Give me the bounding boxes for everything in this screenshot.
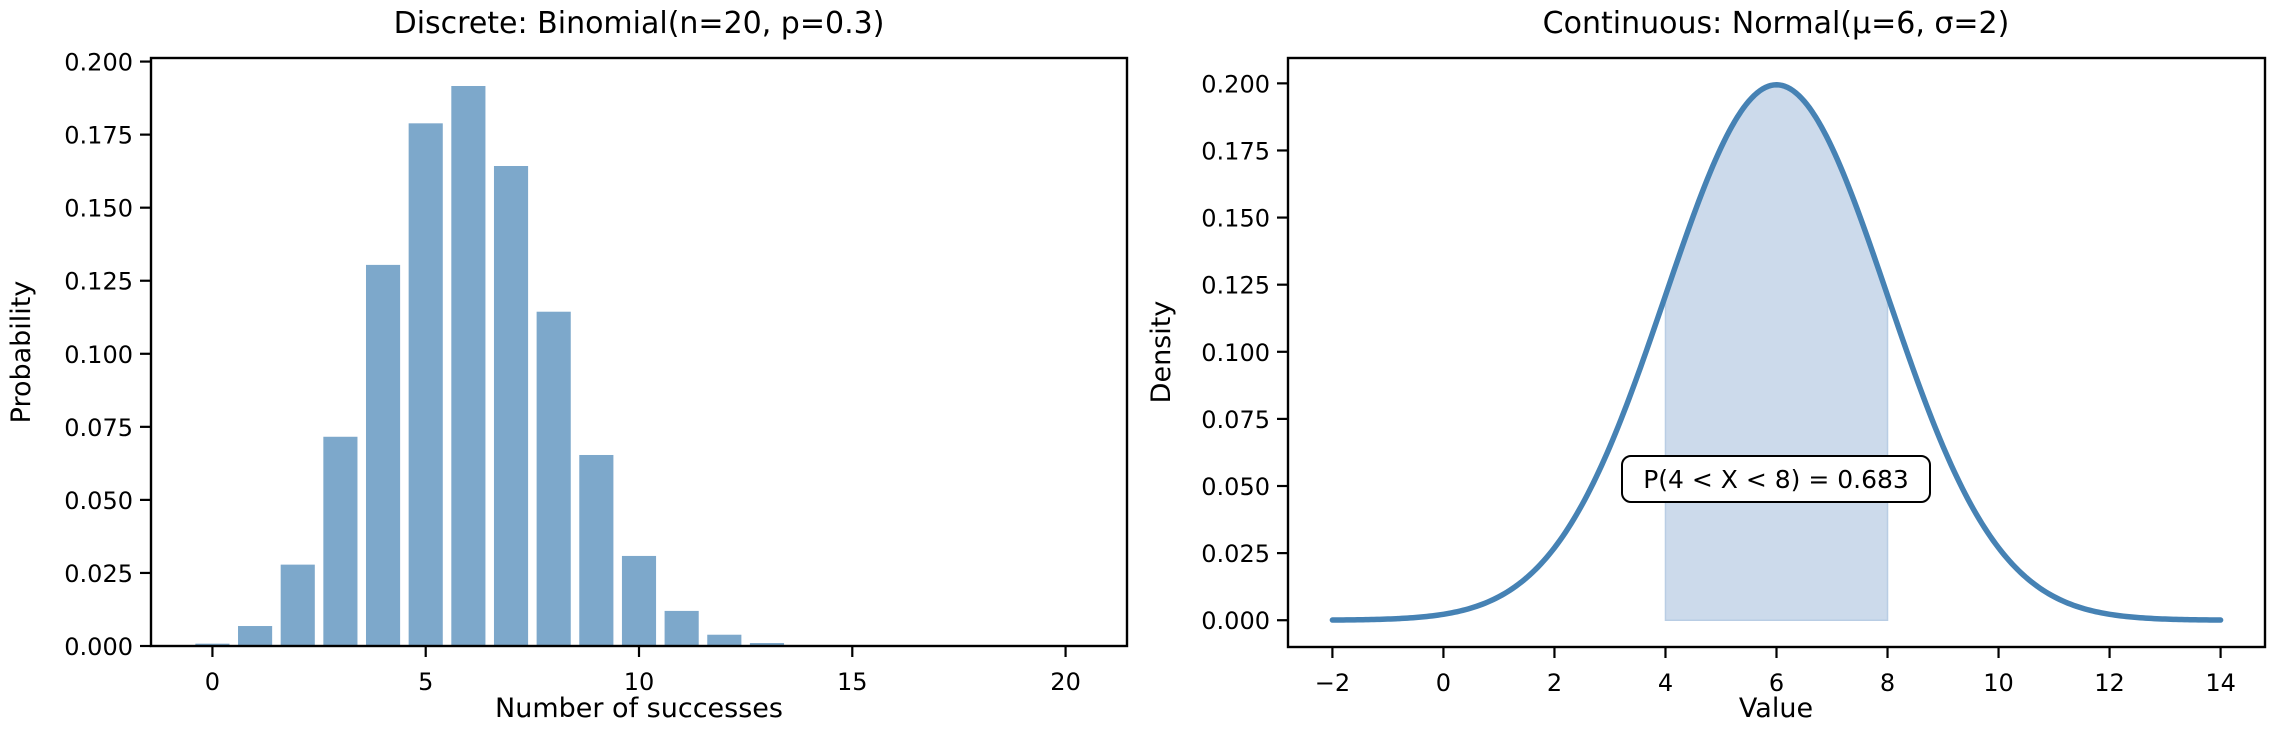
y-tick-label: 0.175 <box>1201 137 1270 165</box>
binomial-bar <box>238 626 273 646</box>
normal-xaxis-label: Value <box>1739 693 1813 724</box>
binomial-bar <box>451 86 486 646</box>
x-tick-label: 5 <box>418 668 433 696</box>
x-tick-label: 20 <box>1050 668 1081 696</box>
normal-axes-group: −2 0 2 4 6 8 10 12 14 0.000 0.025 0.050 0.075 0.100 0.… <box>1201 56 2267 697</box>
binomial-bars-group <box>195 86 913 646</box>
binomial-bar <box>408 123 443 646</box>
x-tick-label: 4 <box>1658 669 1673 697</box>
probability-annotation: P(4 < X < 8) = 0.683 <box>1621 455 1931 503</box>
binomial-bar <box>323 436 358 646</box>
x-tick-label: 14 <box>2205 669 2236 697</box>
y-tick-label: 0.025 <box>1201 540 1270 568</box>
binomial-axes-group: 0 5 10 15 20 0.000 0.025 0.050 0.075 0.100 0.125 0.… <box>64 49 1129 696</box>
binomial-yaxis-label: Probability <box>6 281 37 424</box>
x-tick-label: 12 <box>2094 669 2125 697</box>
y-tick-label: 0.075 <box>1201 406 1270 434</box>
y-tick-label: 0.050 <box>1201 473 1270 501</box>
normal-curve-group <box>1329 82 2224 623</box>
x-tick-label: 0 <box>1436 669 1451 697</box>
binomial-subplot: 0 5 10 15 20 0.000 0.025 0.050 0.075 0.100 0.125 0.… <box>6 6 1129 724</box>
y-tick-label: 0.150 <box>64 195 133 223</box>
shaded-probability-area <box>1664 84 1889 621</box>
y-tick-label: 0.175 <box>64 122 133 150</box>
binomial-bar <box>579 454 614 646</box>
x-tick-label: 6 <box>1769 669 1784 697</box>
x-tick-label: −2 <box>1315 669 1350 697</box>
x-tick-label: 15 <box>837 668 868 696</box>
y-tick-label: 0.050 <box>64 487 133 515</box>
y-tick-label: 0.200 <box>1201 70 1270 98</box>
y-tick-label: 0.150 <box>1201 205 1270 233</box>
normal-subplot: −2 0 2 4 6 8 10 12 14 0.000 0.025 0.050 0.075 0.100 0.… <box>1146 6 2267 724</box>
y-tick-label: 0.000 <box>1201 607 1270 635</box>
x-tick-label: 8 <box>1880 669 1895 697</box>
y-tick-label: 0.200 <box>64 49 133 77</box>
normal-yaxis-label: Density <box>1146 301 1177 404</box>
y-tick-label: 0.125 <box>1201 272 1270 300</box>
binomial-bar <box>280 564 315 646</box>
binomial-bar <box>621 555 657 646</box>
binomial-xaxis-label: Number of successes <box>495 693 783 724</box>
x-tick-label: 0 <box>205 668 220 696</box>
binomial-title: Discrete: Binomial(n=20, p=0.3) <box>394 6 885 41</box>
axes-frame <box>149 56 1129 648</box>
binomial-bar <box>536 311 571 646</box>
y-tick-label: 0.000 <box>64 633 133 661</box>
binomial-bar <box>493 166 529 646</box>
y-tick-label: 0.100 <box>1201 339 1270 367</box>
y-tick-label: 0.125 <box>64 268 133 296</box>
normal-title: Continuous: Normal(μ=6, σ=2) <box>1543 6 2010 41</box>
x-tick-label: 2 <box>1547 669 1562 697</box>
x-tick-label: 10 <box>1983 669 2014 697</box>
annotation-box <box>1621 455 1931 503</box>
binomial-bar <box>707 634 742 646</box>
binomial-bar <box>749 643 785 646</box>
y-tick-label: 0.075 <box>64 414 133 442</box>
x-tick-label: 10 <box>624 668 655 696</box>
binomial-bar <box>365 264 401 646</box>
y-tick-label: 0.100 <box>64 341 133 369</box>
annotation-text: P(4 < X < 8) = 0.683 <box>1643 465 1909 494</box>
y-tick-label: 0.025 <box>64 560 133 588</box>
normal-density-curve <box>1329 82 2224 623</box>
binomial-bar <box>664 610 699 646</box>
axes-frame <box>1286 56 2267 649</box>
